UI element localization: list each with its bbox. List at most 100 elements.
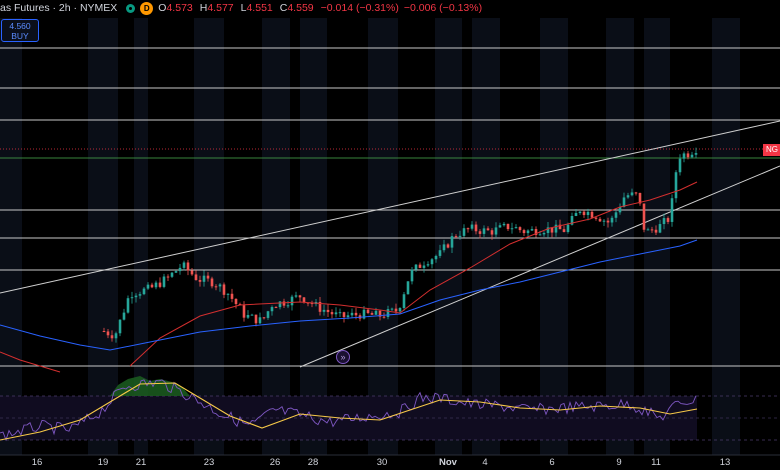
candle-body — [162, 276, 166, 287]
x-axis: 16 19 21 23 26 28 30 Nov 4 6 9 11 13 — [0, 455, 780, 470]
candle-body — [294, 295, 298, 297]
x-axis-label: 23 — [203, 457, 215, 468]
candle-body — [674, 172, 678, 199]
candle-body — [650, 229, 654, 231]
candle-body — [694, 153, 698, 155]
symbol-title[interactable]: as Futures · 2h · NYMEX — [0, 2, 118, 14]
session-band — [606, 18, 634, 455]
candle-body — [222, 284, 226, 295]
candle-body — [538, 234, 542, 236]
candle-body — [150, 284, 154, 288]
candle-body — [610, 217, 614, 223]
price-badge: NG — [763, 144, 780, 156]
session-band — [134, 18, 148, 455]
candle-body — [126, 298, 130, 313]
candle-body — [106, 331, 110, 336]
candle-body — [606, 220, 610, 223]
candle-body — [374, 310, 378, 315]
candle-body — [518, 227, 522, 231]
candle-body — [574, 213, 578, 217]
rsi-ma-line — [0, 382, 698, 441]
candle-body — [310, 302, 314, 305]
candle-body — [554, 224, 558, 233]
candle-body — [494, 227, 498, 235]
candle-body — [406, 281, 410, 295]
session-band — [88, 18, 118, 455]
candle-body — [646, 229, 650, 231]
candle-body — [334, 312, 338, 315]
candle-body — [142, 288, 146, 295]
candle-body — [634, 192, 638, 194]
annotation-icon[interactable]: » — [336, 350, 350, 364]
candle-body — [282, 301, 286, 306]
session-band — [644, 18, 670, 455]
candle-body — [430, 259, 434, 265]
ohlc-close: C4.559 — [279, 2, 314, 14]
candle-body — [110, 335, 114, 339]
candle-body — [666, 218, 670, 222]
candle-body — [570, 216, 574, 225]
candle-body — [630, 192, 634, 196]
candle-body — [394, 308, 398, 312]
x-axis-label: Nov — [439, 457, 457, 468]
candle-body — [366, 309, 370, 314]
candle-body — [654, 229, 658, 233]
candle-body — [450, 236, 454, 248]
candle-body — [138, 294, 142, 296]
candle-body — [562, 229, 566, 232]
session-band — [472, 18, 500, 455]
candle-body — [386, 309, 390, 317]
candle-body — [658, 224, 662, 233]
candle-body — [638, 192, 642, 204]
candle-body — [466, 228, 470, 230]
candle-body — [398, 307, 402, 312]
interval-badge[interactable]: D — [140, 1, 154, 15]
x-axis-label: 16 — [31, 457, 43, 468]
buy-button[interactable]: 4.560 BUY — [1, 19, 39, 42]
candle-body — [214, 286, 218, 288]
candle-body — [186, 262, 190, 271]
candle-body — [546, 227, 550, 233]
candle-body — [318, 301, 322, 312]
candle-body — [542, 232, 546, 235]
candle-body — [166, 276, 170, 278]
chart-header: as Futures · 2h · NYMEX D O4.573 H4.577 … — [0, 0, 482, 16]
price-change: −0.014 (−0.31%) — [320, 2, 399, 14]
candle-body — [618, 206, 622, 213]
candle-body — [254, 314, 258, 324]
candle-body — [522, 230, 526, 234]
candle-body — [678, 158, 682, 173]
candle-body — [342, 312, 346, 318]
candle-body — [206, 275, 210, 279]
candle-body — [262, 317, 266, 319]
x-axis-label: 21 — [135, 457, 147, 468]
candle-body — [582, 211, 586, 216]
candle-body — [170, 272, 174, 277]
candle-body — [218, 284, 222, 287]
candle-body — [322, 309, 326, 312]
candle-body — [350, 312, 354, 316]
candle-body — [682, 153, 686, 159]
buy-price: 4.560 — [9, 21, 31, 31]
market-status-icon — [126, 3, 136, 13]
candle-body — [642, 203, 646, 230]
candle-body — [146, 284, 150, 289]
candle-body — [198, 280, 202, 282]
candle-body — [514, 227, 518, 229]
candle-body — [578, 211, 582, 214]
x-axis-label: 26 — [269, 457, 281, 468]
candle-body — [242, 305, 246, 318]
candle-body — [426, 264, 430, 266]
sma-fast-line — [0, 181, 698, 373]
candle-body — [210, 278, 214, 287]
rsi-overbought-fill — [110, 376, 190, 396]
session-band — [540, 18, 568, 455]
candle-body — [370, 313, 374, 315]
session-band — [194, 18, 224, 455]
candle-body — [190, 270, 194, 275]
candle-body — [662, 218, 666, 225]
candle-body — [286, 305, 290, 307]
x-axis-label: 19 — [97, 457, 109, 468]
candle-body — [462, 228, 466, 236]
